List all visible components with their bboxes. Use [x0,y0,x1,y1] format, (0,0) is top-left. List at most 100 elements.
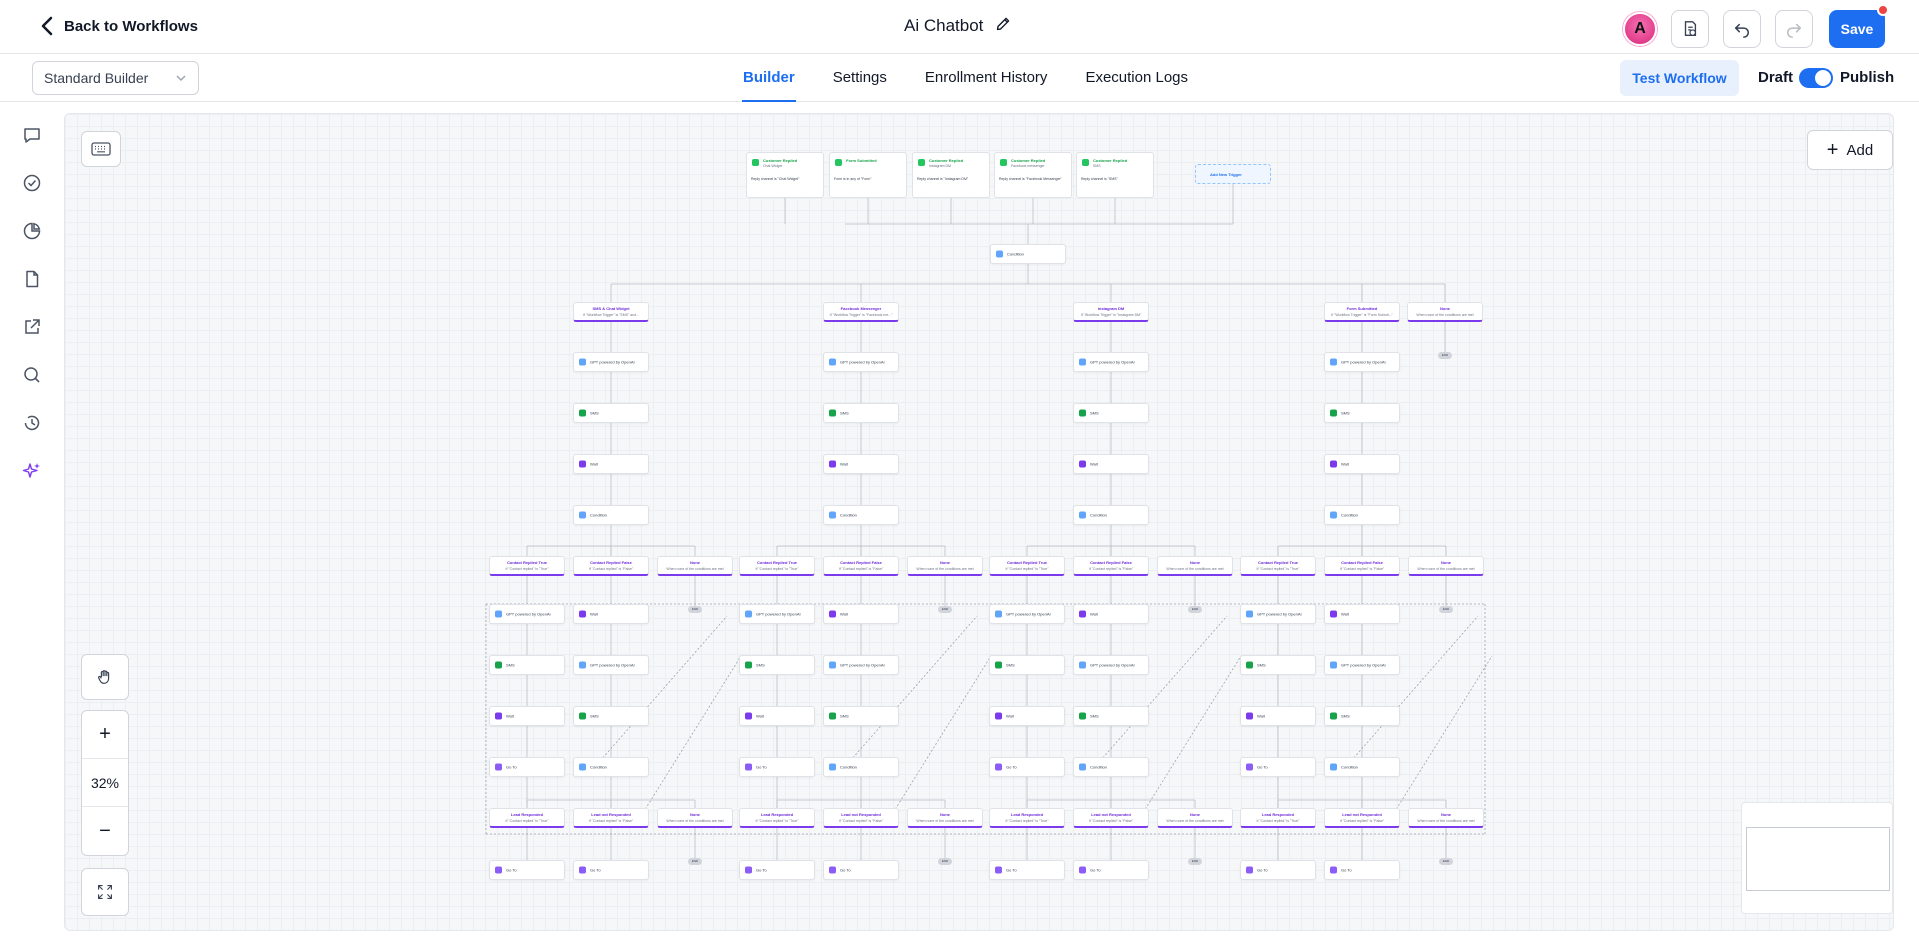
back-to-workflows-link[interactable]: Back to Workflows [40,16,198,36]
sms-step-node[interactable]: SMS [1324,403,1400,423]
publish-toggle[interactable] [1799,68,1833,88]
wait-step-node[interactable]: Wait [739,706,815,726]
sparkle-icon[interactable] [22,461,42,481]
branch-node[interactable]: Contact Replied True If "Contact replied"… [739,556,815,576]
condition-step-node[interactable]: Condition [573,505,649,525]
branch-node[interactable]: Lead Responded If "Contact replied" is "T… [739,808,815,828]
undo-button[interactable] [1723,10,1761,48]
branch-node[interactable]: Lead Responded If "Contact replied" is "T… [489,808,565,828]
pan-mode-button[interactable] [81,654,129,700]
keyboard-shortcuts-button[interactable] [81,131,121,167]
wait-step-node[interactable]: Wait [489,706,565,726]
branch-node[interactable]: Lead not Responded If "Contact replied" i… [1073,808,1149,828]
trigger-node[interactable]: Customer Replied Chat Widget Reply channel… [746,152,824,198]
workflow-canvas[interactable]: Customer Replied Chat Widget Reply channel… [64,113,1894,931]
gpt-step-node[interactable]: GPT powered by OpenAI [489,604,565,624]
tab-execution-logs[interactable]: Execution Logs [1085,69,1189,86]
condition-step-node[interactable]: Condition [1324,505,1400,525]
wait-step-node[interactable]: Wait [989,706,1065,726]
branch-node[interactable]: Contact Replied False If "Contact replied… [573,556,649,576]
condition-step-node[interactable]: Condition [823,757,899,777]
branch-node[interactable]: Lead Responded If "Contact replied" is "T… [989,808,1065,828]
sms-step-node[interactable]: SMS [823,706,899,726]
condition-step-node[interactable]: Condition [1073,505,1149,525]
branch-node[interactable]: Facebook Messenger If "Workflow Trigger" … [823,302,899,322]
goto-step-node[interactable]: Go To [1324,860,1400,880]
wait-step-node[interactable]: Wait [1073,454,1149,474]
wait-step-node[interactable]: Wait [573,454,649,474]
gpt-step-node[interactable]: GPT powered by OpenAI [823,352,899,372]
builder-mode-select[interactable]: Standard Builder [32,61,199,95]
wait-step-node[interactable]: Wait [1324,454,1400,474]
branch-node[interactable]: None When none of the conditions are met [657,808,733,828]
branch-node[interactable]: None When none of the conditions are met [1157,808,1233,828]
trigger-node[interactable]: Form Submitted Form is in any of "Form" [829,152,907,198]
trigger-node[interactable]: Customer Replied Facebook messenger Reply … [994,152,1072,198]
gpt-step-node[interactable]: GPT powered by OpenAI [573,352,649,372]
trigger-node[interactable]: Customer Replied SMS Reply channel is "SMS… [1076,152,1154,198]
wait-step-node[interactable]: Wait [823,604,899,624]
condition-step-node[interactable]: Condition [573,757,649,777]
condition-step-node[interactable]: Condition [823,505,899,525]
document-icon[interactable] [22,269,42,289]
branch-node[interactable]: None When none of the conditions are met [907,808,983,828]
branch-node[interactable]: Contact Replied False If "Contact replied… [1324,556,1400,576]
avatar[interactable]: A [1623,12,1657,46]
branch-node[interactable]: None When none of the conditions are met [1408,808,1484,828]
branch-node[interactable]: Form Submitted If "Workflow Trigger" is "… [1324,302,1400,322]
branch-node[interactable]: Contact Replied True If "Contact replied"… [1240,556,1316,576]
goto-step-node[interactable]: Go To [989,860,1065,880]
gpt-step-node[interactable]: GPT powered by OpenAI [1324,352,1400,372]
branch-node[interactable]: Lead Responded If "Contact replied" is "T… [1240,808,1316,828]
search-icon[interactable] [22,365,42,385]
fit-view-button[interactable] [81,868,129,916]
sms-step-node[interactable]: SMS [1073,706,1149,726]
goto-step-node[interactable]: Go To [739,860,815,880]
goto-step-node[interactable]: Go To [823,860,899,880]
goto-step-node[interactable]: Go To [1073,860,1149,880]
branch-node[interactable]: Contact Replied True If "Contact replied"… [489,556,565,576]
condition-step-node[interactable]: Condition [1073,757,1149,777]
sms-step-node[interactable]: SMS [1324,706,1400,726]
branch-node[interactable]: Lead not Responded If "Contact replied" i… [1324,808,1400,828]
sms-step-node[interactable]: SMS [739,655,815,675]
gpt-step-node[interactable]: GPT powered by OpenAI [1324,655,1400,675]
history-icon[interactable] [22,413,42,433]
branch-node[interactable]: None When none of the conditions are met [1407,302,1483,322]
add-new-trigger-button[interactable]: Add New Trigger [1195,164,1271,184]
branch-node[interactable]: Contact Replied True If "Contact replied"… [989,556,1065,576]
sms-step-node[interactable]: SMS [823,403,899,423]
gpt-step-node[interactable]: GPT powered by OpenAI [739,604,815,624]
sms-step-node[interactable]: SMS [489,655,565,675]
wait-step-node[interactable]: Wait [1073,604,1149,624]
wait-step-node[interactable]: Wait [573,604,649,624]
branch-node[interactable]: Lead not Responded If "Contact replied" i… [823,808,899,828]
branch-node[interactable]: None When none of the conditions are met [657,556,733,576]
branch-node[interactable]: SMS & Chat Widget If "Workflow Trigger" i… [573,302,649,322]
sms-step-node[interactable]: SMS [573,706,649,726]
condition-step-node[interactable]: Condition [990,244,1066,264]
save-button[interactable]: Save [1829,4,1889,48]
sms-step-node[interactable]: SMS [573,403,649,423]
gpt-step-node[interactable]: GPT powered by OpenAI [1073,655,1149,675]
edit-title-icon[interactable] [995,15,1012,37]
external-link-icon[interactable] [22,317,42,337]
tab-enrollment-history[interactable]: Enrollment History [924,69,1048,86]
branch-node[interactable]: Contact Replied False If "Contact replied… [823,556,899,576]
sms-step-node[interactable]: SMS [1240,655,1316,675]
condition-step-node[interactable]: Condition [1324,757,1400,777]
minimap[interactable] [1741,802,1893,914]
add-step-button[interactable]: + Add [1807,130,1893,170]
redo-button[interactable] [1775,10,1813,48]
branch-node[interactable]: Contact Replied False If "Contact replied… [1073,556,1149,576]
tab-settings[interactable]: Settings [832,69,887,86]
zoom-in-button[interactable]: + [82,711,128,759]
goto-step-node[interactable]: Go To [989,757,1065,777]
sms-step-node[interactable]: SMS [989,655,1065,675]
goto-step-node[interactable]: Go To [489,860,565,880]
branch-node[interactable]: Instagram DM If "Workflow Trigger" is "In… [1073,302,1149,322]
wait-step-node[interactable]: Wait [1240,706,1316,726]
sms-step-node[interactable]: SMS [1073,403,1149,423]
gpt-step-node[interactable]: GPT powered by OpenAI [823,655,899,675]
goto-step-node[interactable]: Go To [1240,860,1316,880]
